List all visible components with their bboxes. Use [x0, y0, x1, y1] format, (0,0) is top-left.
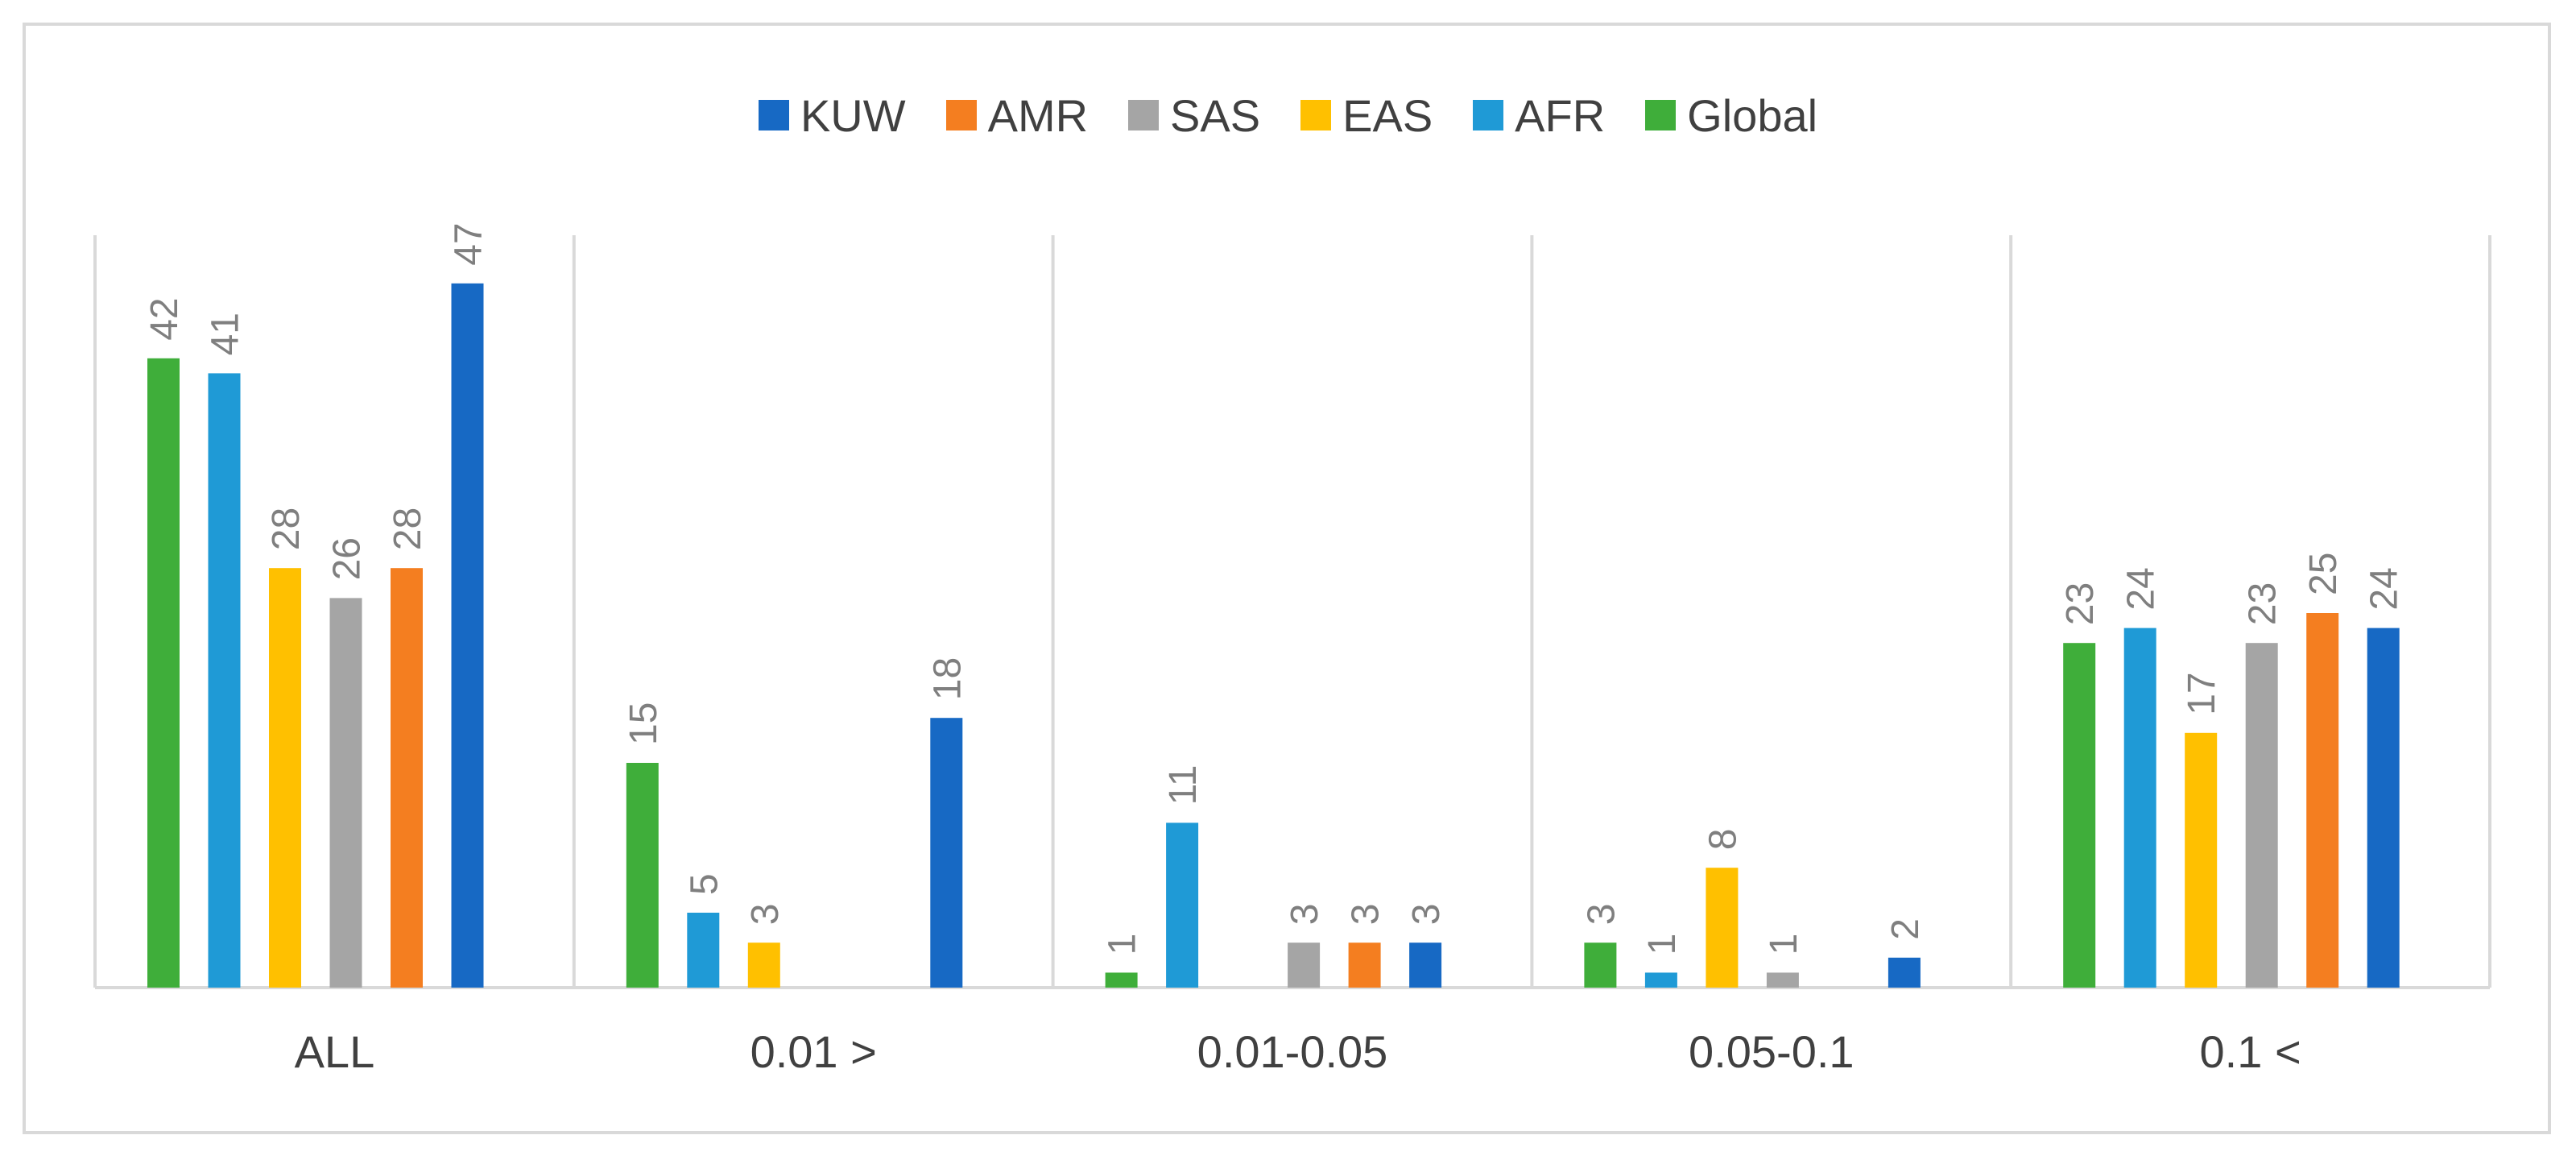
value-label-afr-all: 41: [205, 313, 247, 355]
legend-item-sas: SAS: [1128, 89, 1260, 142]
value-label-kuw-0-1: 24: [2363, 567, 2406, 610]
value-label-global-all: 42: [143, 297, 186, 340]
bar-eas-all: [269, 568, 301, 988]
category-label-0-05-0-1: 0.05-0.1: [1689, 1026, 1854, 1077]
legend-item-global: Global: [1645, 89, 1817, 142]
category-label-all: ALL: [295, 1026, 375, 1077]
bar-sas-0-1: [2245, 643, 2278, 988]
value-label-global-0-01: 15: [622, 702, 665, 745]
value-label-sas-0-01-0-05: 3: [1284, 903, 1326, 925]
bar-global-0-01: [626, 763, 659, 988]
bar-sas-all: [329, 598, 362, 988]
legend-label-kuw: KUW: [800, 89, 906, 141]
bar-amr-0-1: [2306, 613, 2339, 988]
bar-global-all: [147, 358, 180, 988]
value-label-sas-0-1: 23: [2242, 582, 2284, 625]
value-label-amr-0-1: 25: [2302, 553, 2345, 595]
bar-afr-0-01-0-05: [1166, 822, 1199, 988]
legend-label-amr: AMR: [987, 89, 1089, 141]
value-label-eas-0-01: 3: [744, 903, 787, 925]
value-label-kuw-0-01-0-05: 3: [1405, 903, 1448, 925]
category-label-0-1: 0.1 <: [2200, 1026, 2301, 1077]
legend-label-global: Global: [1687, 89, 1818, 141]
bar-afr-0-05-0-1: [1644, 972, 1677, 988]
value-label-kuw-0-05-0-1: 2: [1884, 918, 1927, 940]
legend-item-eas: EAS: [1300, 89, 1433, 142]
legend-swatch-afr: [1473, 100, 1504, 130]
value-label-sas-all: 26: [326, 537, 369, 580]
bar-sas-0-05-0-1: [1766, 972, 1799, 988]
value-label-afr-0-01: 5: [683, 873, 726, 895]
chart-legend: KUW AMR SAS EAS AFR Global: [0, 87, 2576, 143]
value-label-kuw-all: 47: [448, 222, 490, 265]
bar-amr-0-01-0-05: [1348, 942, 1381, 988]
legend-swatch-sas: [1128, 100, 1160, 130]
bar-global-0-05-0-1: [1584, 942, 1617, 988]
value-label-sas-0-05-0-1: 1: [1763, 934, 1805, 955]
legend-swatch-kuw: [758, 100, 789, 130]
bar-afr-0-01: [687, 913, 720, 988]
category-label-0-01-0-05: 0.01-0.05: [1197, 1026, 1388, 1077]
bar-sas-0-01-0-05: [1288, 942, 1321, 988]
bar-eas-0-01: [747, 942, 780, 988]
value-label-afr-0-05-0-1: 1: [1641, 934, 1684, 955]
value-label-afr-0-1: 24: [2120, 567, 2163, 610]
value-label-eas-0-05-0-1: 8: [1701, 828, 1744, 850]
bar-kuw-0-01: [930, 718, 963, 988]
legend-swatch-eas: [1300, 100, 1332, 130]
value-label-global-0-1: 23: [2059, 582, 2102, 625]
legend-item-amr: AMR: [945, 89, 1089, 142]
category-label-0-01: 0.01 >: [750, 1026, 877, 1077]
bar-amr-all: [391, 568, 423, 988]
legend-item-afr: AFR: [1473, 89, 1605, 142]
legend-label-afr: AFR: [1515, 89, 1606, 141]
value-label-eas-all: 28: [265, 508, 308, 550]
legend-label-eas: EAS: [1342, 89, 1433, 141]
value-label-eas-0-1: 17: [2181, 672, 2223, 715]
value-label-global-0-01-0-05: 1: [1102, 934, 1144, 955]
bar-afr-all: [208, 373, 241, 988]
bar-global-0-01-0-05: [1105, 972, 1138, 988]
value-label-kuw-0-01: 18: [926, 657, 969, 700]
value-label-global-0-05-0-1: 3: [1580, 903, 1623, 925]
legend-swatch-amr: [945, 100, 977, 130]
value-label-afr-0-01-0-05: 11: [1162, 765, 1205, 806]
legend-label-sas: SAS: [1170, 89, 1261, 141]
value-label-amr-0-01-0-05: 3: [1345, 903, 1387, 925]
bar-eas-0-1: [2185, 732, 2218, 988]
legend-swatch-global: [1645, 100, 1677, 130]
value-label-amr-all: 28: [387, 508, 429, 550]
bar-kuw-0-01-0-05: [1409, 942, 1442, 988]
bar-kuw-0-05-0-1: [1888, 957, 1921, 988]
bar-afr-0-1: [2123, 628, 2156, 988]
legend-item-kuw: KUW: [758, 89, 906, 142]
bar-global-0-1: [2063, 643, 2096, 988]
bar-kuw-all: [451, 283, 484, 988]
bar-kuw-0-1: [2367, 628, 2400, 988]
bar-eas-0-05-0-1: [1706, 868, 1739, 988]
